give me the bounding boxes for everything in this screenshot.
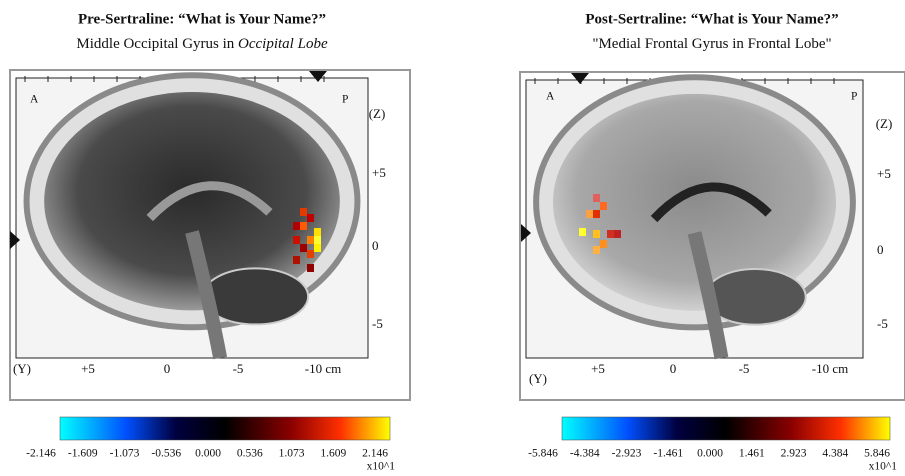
z-tick-label: +5 (877, 166, 891, 181)
y-tick-label: -10 cm (305, 361, 341, 376)
scale-tick-label: -1.461 (653, 448, 683, 460)
corner-label: A (30, 94, 39, 106)
activation-voxel (307, 250, 314, 258)
activation-voxel (300, 222, 307, 230)
z-tick-label: 0 (372, 238, 379, 253)
y-axis-label: (Y) (13, 361, 31, 376)
y-axis-label: (Y) (529, 371, 547, 386)
scale-tick-label: -0.536 (151, 448, 181, 460)
activation-voxel (307, 264, 314, 272)
figure: Pre-Sertraline: “What is Your Name?” Midd… (0, 0, 905, 476)
z-tick-label: -5 (372, 316, 383, 331)
scale-tick-label: 0.000 (195, 448, 221, 460)
subtitle-italic: Occipital Lobe (238, 36, 328, 52)
scale-tick-label: -2.923 (612, 448, 642, 460)
corner-label: P (342, 94, 348, 106)
activation-voxel (607, 230, 614, 238)
subtitle-text: Middle Occipital Gyrus in (76, 36, 238, 52)
activation-voxel (314, 236, 321, 244)
activation-voxel (593, 230, 600, 238)
activation-voxel (307, 214, 314, 222)
activation-voxel (300, 244, 307, 252)
scale-multiplier: x10^1 (869, 461, 898, 473)
z-tick-label: +5 (372, 165, 386, 180)
scale-tick-label: 0.000 (697, 448, 723, 460)
scale-tick-label: 2.146 (362, 448, 388, 460)
scale-tick-label: -4.384 (570, 448, 600, 460)
color-scale (562, 417, 890, 440)
activation-voxel (614, 230, 621, 238)
panel-subtitle: "Medial Frontal Gyrus in Frontal Lobe" (592, 36, 831, 52)
scale-tick-label: 5.846 (864, 448, 890, 460)
y-tick-label: -5 (739, 361, 750, 376)
activation-voxel (593, 210, 600, 218)
activation-voxel (293, 236, 300, 244)
scale-tick-label: -5.846 (528, 448, 558, 460)
scale-tick-label: 1.073 (279, 448, 305, 460)
activation-voxel (293, 222, 300, 230)
scale-tick-label: 1.609 (320, 448, 346, 460)
subtitle-text: "Medial Frontal Gyrus in Frontal Lobe" (592, 36, 831, 52)
activation-voxel (293, 256, 300, 264)
activation-voxel (314, 228, 321, 236)
scale-tick-label: 4.384 (822, 448, 848, 460)
y-tick-label: -5 (233, 361, 244, 376)
scale-tick-label: 0.536 (237, 448, 263, 460)
y-tick-label: 0 (670, 361, 677, 376)
scale-tick-label: -1.073 (110, 448, 140, 460)
z-tick-label: 0 (877, 242, 884, 257)
y-tick-label: -10 cm (812, 361, 848, 376)
activation-voxel (300, 208, 307, 216)
activation-voxel (314, 244, 321, 252)
z-tick-label: -5 (877, 316, 888, 331)
activation-voxel (307, 236, 314, 244)
activation-voxel (586, 210, 593, 218)
color-scale (60, 417, 390, 440)
scale-tick-label: 2.923 (781, 448, 807, 460)
activation-voxel (600, 240, 607, 248)
activation-voxel (579, 228, 586, 236)
activation-voxel (593, 194, 600, 202)
scale-multiplier: x10^1 (367, 461, 396, 473)
corner-label: A (546, 91, 555, 103)
scale-tick-label: -2.146 (26, 448, 56, 460)
panel-title: Pre-Sertraline: “What is Your Name?” (78, 11, 326, 27)
z-axis-label: (Z) (876, 116, 893, 131)
scale-tick-label: 1.461 (739, 448, 765, 460)
activation-voxel (593, 246, 600, 254)
z-axis-label: (Z) (369, 106, 386, 121)
y-tick-label: 0 (164, 361, 171, 376)
y-tick-label: +5 (81, 361, 95, 376)
panel-title: Post-Sertraline: “What is Your Name?” (585, 11, 838, 27)
panel-subtitle: Middle Occipital Gyrus in Occipital Lobe (76, 36, 328, 52)
corner-label: P (851, 91, 857, 103)
scale-tick-label: -1.609 (68, 448, 98, 460)
activation-voxel (600, 202, 607, 210)
y-tick-label: +5 (591, 361, 605, 376)
